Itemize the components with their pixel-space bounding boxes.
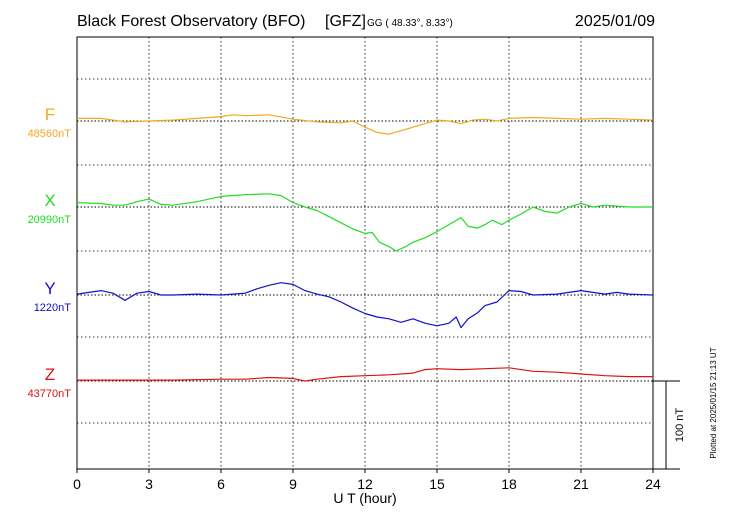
x-tick-label: 0 [73,476,81,492]
scale-bar-label: 100 nT [674,408,686,443]
series-name-z: Z [45,365,55,384]
coordinates-label: GG ( 48.33°, 8.33°) [367,18,453,29]
x-tick-label: 9 [289,476,297,492]
series-name-f: F [45,105,55,124]
x-axis-ticks: 0 3 6 9 12 15 18 21 24 [73,469,661,492]
x-tick-label: 18 [501,476,517,492]
baseline-label-f: 48560nT [28,128,72,140]
x-tick-label: 21 [573,476,589,492]
series-line-y [76,282,654,329]
institute-label: [GFZ] [325,13,366,30]
series-name-y: Y [44,279,55,298]
date-label: 2025/01/09 [575,13,655,30]
x-tick-label: 3 [145,476,153,492]
plotted-at-label: Plotted at 2025/01/15 21:13 UT [709,347,718,458]
series-labels: F 48560nT X 20990nT Y 1220nT Z 43770nT [28,105,72,400]
x-tick-label: 12 [357,476,373,492]
series-lines [76,114,654,382]
baseline-label-y: 1220nT [34,302,72,314]
series-line-x [76,193,653,252]
x-tick-label: 15 [429,476,445,492]
x-tick-label: 24 [645,476,661,492]
baseline-label-x: 20990nT [28,214,72,226]
series-line-z [77,367,653,382]
scale-bar: 100 nT [653,380,686,470]
x-tick-label: 6 [217,476,225,492]
baseline-label-z: 43770nT [28,388,72,400]
series-line-f [77,114,654,135]
x-axis-label: U T (hour) [333,490,396,506]
series-name-x: X [44,191,55,210]
grid [77,37,653,469]
chart-title: Black Forest Observatory (BFO) [77,13,306,30]
